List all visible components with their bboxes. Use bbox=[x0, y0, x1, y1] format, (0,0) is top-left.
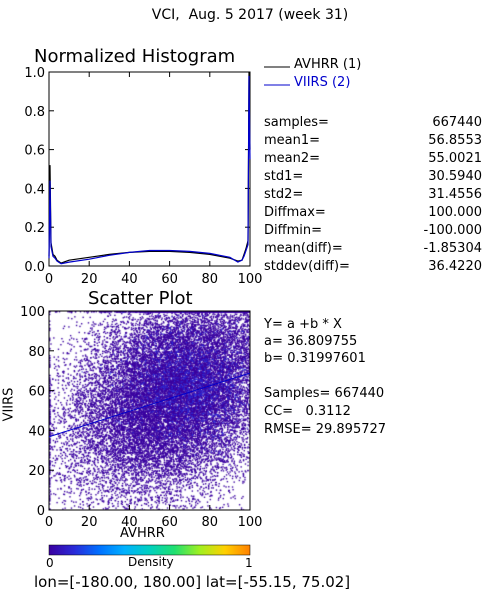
stat-value: -100.000 bbox=[423, 223, 482, 238]
scatter-title: Scatter Plot bbox=[88, 288, 193, 309]
scatter-density-canvas bbox=[49, 311, 250, 510]
regression-samples: Samples= 667440 bbox=[264, 386, 385, 401]
stat-key: samples= bbox=[264, 115, 329, 130]
colorbar-min-label: 0 bbox=[46, 556, 54, 570]
scatter-xtick-label: 40 bbox=[121, 515, 138, 530]
scatter-density bbox=[49, 311, 250, 510]
histogram-title: Normalized Histogram bbox=[34, 46, 236, 67]
stat-key: stddev(diff)= bbox=[264, 259, 350, 274]
stat-value: 36.4220 bbox=[428, 259, 482, 274]
colorbar-bar bbox=[48, 544, 251, 556]
colorbar bbox=[48, 544, 251, 556]
regression-b: b= 0.31997601 bbox=[264, 351, 366, 366]
regression-cc: CC= 0.3112 bbox=[264, 404, 351, 419]
scatter-ytick-label: 80 bbox=[28, 345, 45, 360]
scatter-plot: 0 20 40 60 80 100 0 20 40 60 80 100 bbox=[20, 305, 262, 530]
regression-rmse: RMSE= 29.895727 bbox=[264, 422, 387, 437]
stat-value: 30.5940 bbox=[428, 169, 482, 184]
scatter-ytick-label: 100 bbox=[20, 305, 45, 320]
histogram-ytick-label: 0.4 bbox=[24, 182, 45, 197]
legend bbox=[264, 66, 290, 86]
stat-value: 100.000 bbox=[428, 205, 482, 220]
histogram-ytick-label: 0.8 bbox=[24, 105, 45, 120]
stat-key: Diffmax= bbox=[264, 205, 326, 220]
histogram-xtick-label: 60 bbox=[161, 272, 178, 287]
stat-value: 55.0021 bbox=[428, 151, 482, 166]
histogram-ytick-label: 0.0 bbox=[24, 260, 45, 275]
histogram-series-line bbox=[48, 71, 251, 264]
histogram-xtick-label: 0 bbox=[45, 272, 53, 287]
histogram-plot: 0 20 40 60 80 100 0.0 0.2 0.4 0.6 0.8 1.0 bbox=[24, 66, 262, 287]
histogram-ytick-label: 0.6 bbox=[24, 144, 45, 159]
region-footer: lon=[-180.00, 180.00] lat=[-55.15, 75.02… bbox=[34, 573, 351, 591]
stat-value: 667440 bbox=[432, 115, 482, 130]
legend-label-viirs: VIIRS (2) bbox=[294, 75, 351, 90]
stat-value: -1.85304 bbox=[423, 241, 482, 256]
scatter-xtick-label: 0 bbox=[45, 515, 53, 530]
scatter-ytick-label: 20 bbox=[28, 464, 45, 479]
histogram-ytick-label: 0.2 bbox=[24, 221, 45, 236]
scatter-fit-line bbox=[48, 372, 251, 438]
stat-key: Diffmin= bbox=[264, 223, 322, 238]
stat-value: 56.8553 bbox=[428, 133, 482, 148]
histogram-frame bbox=[48, 71, 251, 267]
regression-a: a= 36.809755 bbox=[264, 334, 358, 349]
stat-key: std2= bbox=[264, 187, 304, 202]
scatter-ytick-label: 60 bbox=[28, 385, 45, 400]
stat-value: 31.4556 bbox=[428, 187, 482, 202]
colorbar-title: Density bbox=[128, 555, 174, 569]
colorbar-max-label: 1 bbox=[245, 556, 253, 570]
stat-key: std1= bbox=[264, 169, 304, 184]
histogram-xtick-label: 40 bbox=[121, 272, 138, 287]
scatter-xtick-label: 60 bbox=[161, 515, 178, 530]
histogram-xtick-label: 20 bbox=[81, 272, 98, 287]
scatter-xlabel: AVHRR bbox=[120, 526, 165, 541]
legend-label-avhrr: AVHRR (1) bbox=[294, 57, 362, 72]
histogram-xtick-label: 100 bbox=[238, 272, 263, 287]
stat-key: mean1= bbox=[264, 133, 321, 148]
scatter-xtick-label: 80 bbox=[202, 515, 219, 530]
scatter-ytick-label: 40 bbox=[28, 424, 45, 439]
regression-equation: Y= a +b * X bbox=[264, 317, 342, 332]
stat-key: mean2= bbox=[264, 151, 321, 166]
scatter-ytick-label: 0 bbox=[37, 504, 45, 519]
scatter-xtick-label: 20 bbox=[81, 515, 98, 530]
histogram-xtick-label: 80 bbox=[202, 272, 219, 287]
scatter-ylabel: VIIRS bbox=[1, 387, 17, 422]
stat-key: mean(diff)= bbox=[264, 241, 343, 256]
histogram-ytick-label: 1.0 bbox=[24, 66, 45, 81]
page-title: VCI, Aug. 5 2017 (week 31) bbox=[151, 7, 349, 23]
histogram-series-line bbox=[48, 75, 251, 265]
scatter-xtick-label: 100 bbox=[238, 515, 263, 530]
scatter-frame bbox=[48, 310, 251, 511]
